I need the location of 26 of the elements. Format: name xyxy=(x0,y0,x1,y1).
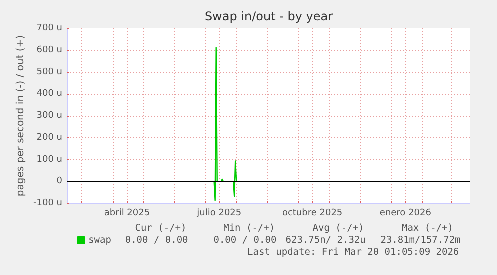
text: 23.81m/157.72m xyxy=(380,235,462,246)
text: 623.75n/ 2.32u xyxy=(286,235,366,246)
y-tick-label: 500 u xyxy=(36,67,63,78)
text: Avg (-/+) xyxy=(312,223,364,234)
text: Max (-/+) xyxy=(402,223,454,234)
x-tick-label: enero 2026 xyxy=(380,208,432,218)
x-tick-label: abril 2025 xyxy=(104,208,150,218)
y-tick-label: 700 u xyxy=(36,24,63,34)
text: Last update: Fri Mar 20 01:05:09 2026 xyxy=(248,247,460,258)
line-series xyxy=(212,47,240,202)
text: 0.00 / 0.00 xyxy=(125,235,189,246)
x-tick-label: octubre 2025 xyxy=(282,208,343,218)
legend-label: swap xyxy=(88,235,112,246)
y-tick-label: 100 u xyxy=(36,154,63,165)
y-tick-label: 300 u xyxy=(36,111,63,121)
y-tick-label: 600 u xyxy=(36,45,63,56)
y-tick-label: 200 u xyxy=(36,132,63,143)
text: Cur (-/+) xyxy=(135,223,187,234)
chart-title: Swap in/out - by year xyxy=(204,10,334,24)
y-tick-label: 0 xyxy=(56,176,63,187)
x-tick-label: julio 2025 xyxy=(196,208,242,218)
text: Min (-/+) xyxy=(224,223,276,234)
y-axis-title: pages per second in (-) / out (+) xyxy=(16,35,27,197)
y-tick-label: -100 u xyxy=(34,198,63,208)
y-tick-label: 400 u xyxy=(36,89,63,100)
text: 0.00 / 0.00 xyxy=(214,235,277,246)
